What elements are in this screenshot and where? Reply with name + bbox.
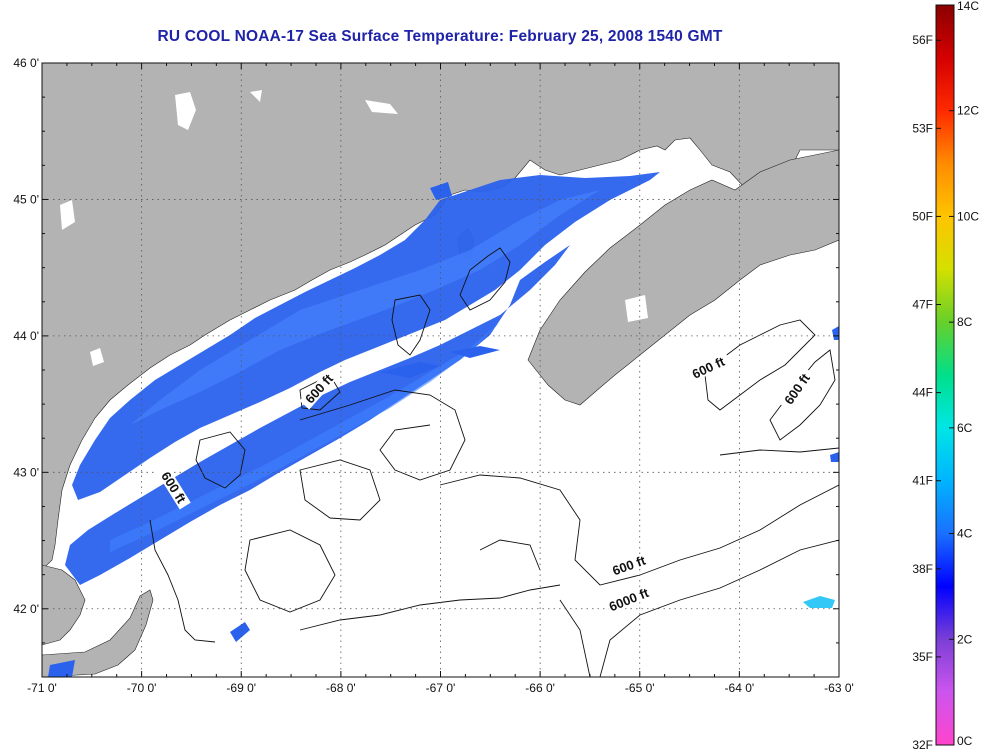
lake [625,295,648,322]
lake [90,348,104,366]
lon-tick-label: -67 0' [426,681,456,695]
lake [365,100,398,114]
colorbar-gradient [935,4,955,746]
lat-tick-label: 42 0' [13,602,39,616]
contour-label-bg [606,551,652,580]
lon-tick-label: -68 0' [326,681,356,695]
lat-tick-label: 46 0' [13,56,39,70]
map-title: RU COOL NOAA-17 Sea Surface Temperature:… [157,28,723,45]
bathymetry-contours [149,247,839,677]
graticule [42,63,839,677]
lake [60,200,75,230]
contour-label-bg [156,465,191,510]
sst-warm-patch [803,596,835,608]
colorbar-fahrenheit-label: 35F [912,650,933,664]
lon-tick-label: -66 0' [525,681,555,695]
contour-label-bg [779,367,816,411]
lake [175,92,196,130]
lon-tick-label: -70 0' [127,681,157,695]
lat-tick-label: 43 0' [13,465,39,479]
colorbar-fahrenheit-label: 50F [912,209,933,223]
contour-label-bg [606,585,652,614]
lon-tick-label: -63 0' [824,681,854,695]
lake [250,90,262,102]
colorbar-celsius-label: 10C [957,209,979,223]
sst-patch [430,182,452,200]
colorbar-celsius-label: 2C [957,632,973,646]
lon-tick-label: -71 0' [27,681,57,695]
lat-tick-label: 45 0' [13,192,39,206]
colorbar-celsius-label: 14C [957,0,979,13]
colorbar-fahrenheit-label: 38F [912,562,933,576]
land-cape-cod [42,589,154,677]
colorbar-fahrenheit-label: 41F [912,474,933,488]
colorbar-fahrenheit-label: 56F [912,33,933,47]
colorbar-celsius-label: 0C [957,734,973,748]
sst-offshore-band-light [110,322,500,552]
axis-ticks: -71 0' -70 0' -69 0' -68 0' -67 0' -66 0' -65 … [13,56,853,695]
colorbar-fahrenheit-label: 32F [912,738,933,752]
lon-tick-label: -69 0' [226,681,256,695]
land-nova-scotia [527,149,839,406]
lon-tick-label: -64 0' [725,681,755,695]
lon-tick-label: -65 0' [625,681,655,695]
colorbar: 14C 12C 10C 8C 6C 4C 2C 0C 56F 53F 50F 47F 44F 41F 38F… [912,0,979,752]
sst-patch [230,622,250,642]
colorbar-celsius-label: 8C [957,315,973,329]
sst-patch [830,452,839,462]
contour-label-bg [299,368,339,410]
contour-label-bg [685,352,732,383]
colorbar-fahrenheit-label: 53F [912,121,933,135]
land-massachusetts [42,564,86,646]
lat-tick-label: 44 0' [13,329,39,343]
sst-patch [380,362,440,378]
sst-patch [450,346,500,358]
colorbar-celsius-label: 12C [957,104,979,118]
colorbar-celsius-label: 6C [957,421,973,435]
sst-patch [832,326,839,340]
sst-patch [48,660,75,677]
sst-coastal-band-light [130,190,600,425]
colorbar-celsius-label: 4C [957,527,973,541]
sst-coastal-band [72,172,660,500]
colorbar-fahrenheit-label: 47F [912,298,933,312]
colorbar-fahrenheit-label: 44F [912,386,933,400]
